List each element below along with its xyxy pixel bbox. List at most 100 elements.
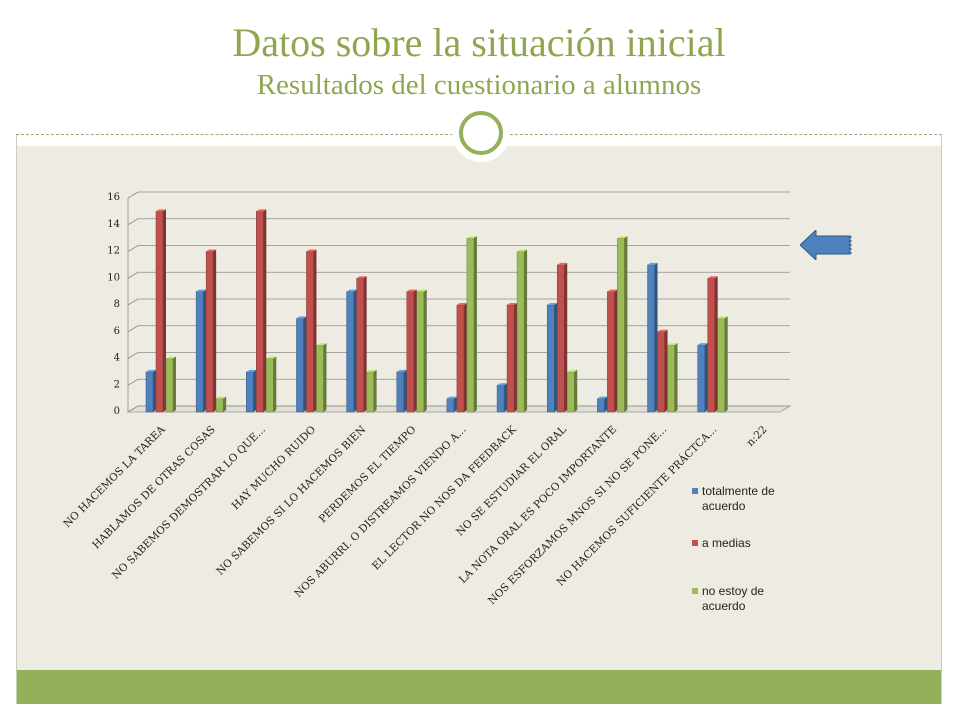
bar — [466, 237, 475, 413]
bar — [667, 344, 675, 413]
gridline-depth — [127, 298, 139, 306]
bar — [195, 291, 204, 413]
category-label: n:22 — [744, 424, 769, 449]
bar — [697, 344, 705, 413]
bar — [246, 371, 254, 413]
bar-side — [624, 236, 628, 412]
category-label: NO HACEMOS LA TAREA — [61, 423, 168, 530]
bar — [566, 371, 575, 413]
bar-top — [707, 276, 718, 279]
bar-top — [607, 289, 618, 292]
bar — [366, 371, 374, 413]
bar-side — [704, 343, 708, 412]
left-arrow-icon — [800, 230, 852, 260]
bar-top — [446, 396, 457, 399]
bar — [707, 278, 715, 413]
category-label: PERDEMOS EL TIEMPO — [317, 423, 419, 525]
bar-side — [654, 262, 658, 412]
bar-side — [273, 356, 277, 412]
y-tick-label: 8 — [114, 299, 120, 310]
category-label: NO SE ESTUDIAR EL ORAL — [454, 424, 569, 539]
bar-side — [524, 249, 528, 412]
bar — [145, 371, 154, 413]
bar — [597, 398, 605, 413]
bar-top — [146, 369, 156, 372]
slide-title: Datos sobre la situación inicial — [232, 20, 726, 65]
bar-top — [406, 289, 417, 292]
bar-side — [463, 303, 467, 412]
bar-top — [657, 329, 668, 332]
bar — [416, 291, 425, 413]
bar — [516, 251, 525, 413]
bar-side — [473, 236, 477, 412]
bar — [215, 398, 224, 413]
bar-side — [203, 289, 207, 412]
bar — [546, 304, 555, 413]
bar-top — [517, 249, 528, 252]
bar-top — [346, 289, 357, 292]
bar-top — [196, 289, 207, 292]
bar-side — [604, 396, 608, 412]
bar-top — [246, 369, 257, 372]
bar-side — [423, 289, 427, 412]
legend-label: no estoy de acuerdo — [702, 584, 765, 613]
bar-top — [296, 316, 307, 319]
bar-top — [697, 343, 708, 346]
bar-side — [173, 356, 176, 412]
bar-side — [664, 329, 668, 412]
category-label: HAY MUCHO RUIDO — [230, 423, 319, 512]
bar — [446, 398, 455, 413]
gridline-depth — [127, 325, 139, 333]
legend-label: totalmente de acuerdo — [702, 484, 775, 513]
legend-label: a medias — [702, 536, 751, 550]
bar-side — [724, 316, 728, 412]
bar-top — [216, 396, 227, 399]
bar-top — [206, 249, 217, 252]
bar-side — [564, 262, 568, 412]
bar-side — [403, 369, 407, 412]
bar — [155, 211, 164, 413]
bar — [456, 304, 465, 413]
bar — [406, 291, 415, 413]
bar-side — [163, 209, 166, 412]
bar — [165, 358, 174, 413]
gridline-depth — [127, 405, 139, 413]
bar — [506, 304, 515, 413]
bar-top — [156, 209, 166, 212]
bar — [657, 331, 665, 413]
legend-swatch — [692, 540, 698, 546]
bar-top — [456, 303, 467, 305]
bar-side — [514, 303, 518, 412]
bar — [266, 358, 274, 413]
bar-side — [614, 289, 618, 412]
bar-top — [396, 369, 407, 372]
y-tick-label: 0 — [114, 406, 120, 417]
bar-top — [266, 356, 277, 359]
bar — [396, 371, 405, 413]
bar — [306, 251, 314, 413]
bar-top — [356, 276, 367, 279]
bar-top — [166, 356, 176, 359]
y-tick-label: 10 — [107, 272, 120, 283]
gridline-depth — [127, 245, 139, 252]
gridline-depth — [127, 271, 139, 279]
gridline-depth — [127, 352, 139, 359]
bar-side — [353, 289, 357, 412]
bar — [205, 251, 214, 413]
bar — [717, 318, 725, 413]
bar-top — [597, 396, 608, 399]
bar-top — [466, 236, 477, 239]
bar-top — [717, 316, 728, 319]
bar — [256, 211, 264, 413]
y-tick-label: 6 — [114, 326, 120, 337]
gridline-depth — [127, 218, 139, 226]
bar-side — [263, 209, 267, 412]
bar-side — [323, 343, 327, 412]
y-tick-label: 2 — [114, 379, 120, 390]
bar-top — [617, 236, 628, 239]
bar — [316, 344, 324, 413]
bar-side — [373, 369, 377, 412]
bar-top — [316, 343, 327, 346]
bar-top — [567, 369, 578, 372]
category-label: NOS ESFORZAMOS MNOS SI NO SE PONE... — [486, 424, 669, 607]
